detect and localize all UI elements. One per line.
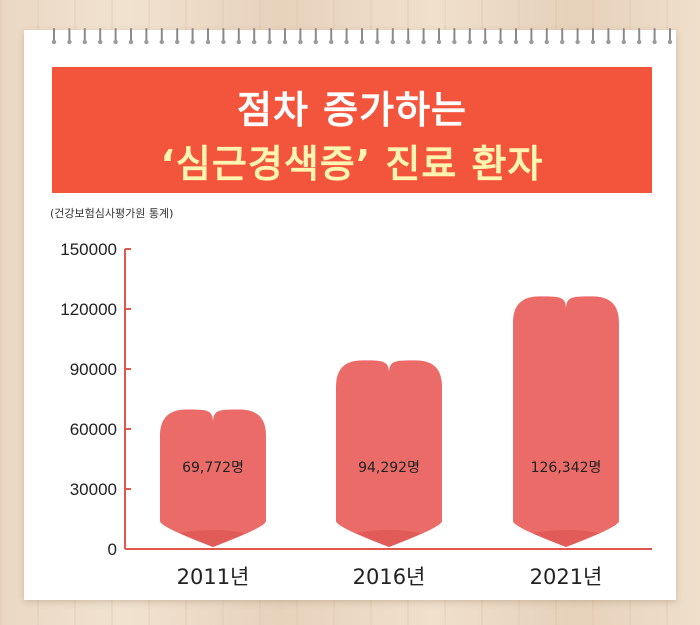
data-label: 126,342명 (531, 460, 602, 476)
heart-bar (160, 409, 266, 547)
spiral-ring (637, 28, 642, 45)
y-tick-label: 90000 (70, 360, 117, 379)
spiral-ring (113, 28, 118, 45)
spiral-ring (467, 28, 472, 45)
spiral-binding (51, 28, 673, 45)
spiral-ring (159, 28, 164, 45)
spiral-ring (359, 28, 365, 45)
title-line-2: ‘심근경색증’ 진료 환자 (160, 142, 544, 186)
spiral-ring (190, 28, 195, 45)
data-label: 69,772명 (182, 460, 244, 476)
spiral-ring (560, 28, 565, 45)
spiral-ring (252, 28, 257, 45)
spiral-ring (313, 28, 318, 45)
y-tick-label: 150000 (60, 240, 117, 259)
spiral-ring (513, 28, 519, 45)
spiral-ring (544, 28, 549, 45)
heart-bar-tip (533, 530, 599, 547)
spiral-ring (344, 28, 349, 45)
spiral-ring (575, 28, 580, 45)
heart-bar-tip (356, 530, 422, 547)
spiral-ring (236, 28, 241, 45)
spiral-ring (98, 28, 103, 45)
spiral-ring (267, 28, 272, 45)
spiral-ring (51, 28, 57, 45)
x-tick-label: 2021년 (530, 565, 603, 589)
title-banner: 점차 증가하는 ‘심근경색증’ 진료 환자 (52, 67, 652, 193)
spiral-ring (375, 28, 380, 45)
spiral-ring (82, 28, 87, 45)
spiral-ring (175, 28, 180, 45)
spiral-ring (329, 28, 334, 45)
spiral-ring (406, 28, 411, 45)
heart-bar (336, 360, 442, 547)
spiral-ring (667, 28, 673, 45)
spiral-ring (67, 28, 72, 45)
spiral-ring (436, 28, 442, 45)
spiral-ring (590, 28, 596, 45)
spiral-ring (483, 28, 488, 45)
y-tick-label: 120000 (60, 300, 117, 319)
y-tick-label: 30000 (70, 480, 117, 499)
spiral-ring (298, 28, 303, 45)
spiral-ring (498, 28, 503, 45)
spiral-ring (282, 28, 288, 45)
source-note: (건강보험심사평가원 통계) (50, 207, 174, 220)
x-tick-label: 2016년 (353, 565, 426, 589)
spiral-ring (144, 28, 149, 45)
heart-bar (513, 296, 619, 547)
heart-bar-tip (180, 530, 246, 547)
spiral-ring (606, 28, 611, 45)
spiral-ring (421, 28, 426, 45)
data-label: 94,292명 (358, 460, 420, 476)
spiral-ring (205, 28, 211, 45)
spiral-ring (452, 28, 457, 45)
y-tick-label: 60000 (70, 420, 117, 439)
y-tick-label: 0 (108, 540, 117, 559)
title-line-1: 점차 증가하는 (237, 88, 467, 132)
spiral-ring (221, 28, 226, 45)
spiral-ring (390, 28, 395, 45)
spiral-ring (128, 28, 134, 45)
spiral-ring (529, 28, 534, 45)
x-tick-label: 2011년 (177, 565, 250, 589)
spiral-ring (652, 28, 657, 45)
spiral-ring (621, 28, 626, 45)
